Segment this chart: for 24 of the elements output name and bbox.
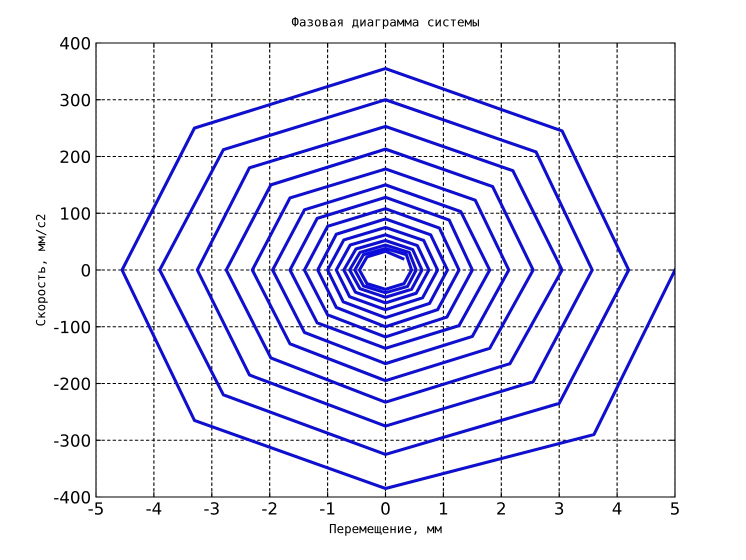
y-tick-label: -300 (54, 434, 90, 447)
y-tick-label: -100 (54, 320, 90, 334)
x-tick-label: -2 (262, 502, 276, 515)
y-tick-label: 200 (60, 150, 90, 164)
x-tick-label: 0 (381, 502, 390, 515)
y-tick-label: 0 (82, 264, 90, 277)
y-tick-label: -200 (54, 377, 90, 390)
x-tick-label: 5 (670, 502, 679, 515)
x-axis-title: Перемещение, мм (330, 524, 442, 536)
y-axis-title: Скорость, мм/с2 (36, 214, 48, 326)
y-tick-label: -400 (54, 490, 90, 504)
x-tick-label: 1 (440, 502, 448, 515)
x-tick-label: 4 (612, 502, 622, 515)
x-tick-label: -4 (146, 502, 162, 515)
x-tick-label: -1 (320, 502, 334, 515)
x-tick-label: 2 (497, 502, 505, 515)
x-tick-label: -5 (88, 502, 103, 515)
line-series (120, 67, 675, 490)
y-tick-label: 300 (60, 94, 90, 106)
y-tick-label: 100 (61, 207, 90, 220)
y-tick-label: 400 (60, 36, 90, 50)
chart-title: Фазовая диаграмма системы (292, 17, 479, 29)
x-tick-label: -3 (204, 502, 219, 515)
x-tick-label: 3 (555, 502, 564, 515)
